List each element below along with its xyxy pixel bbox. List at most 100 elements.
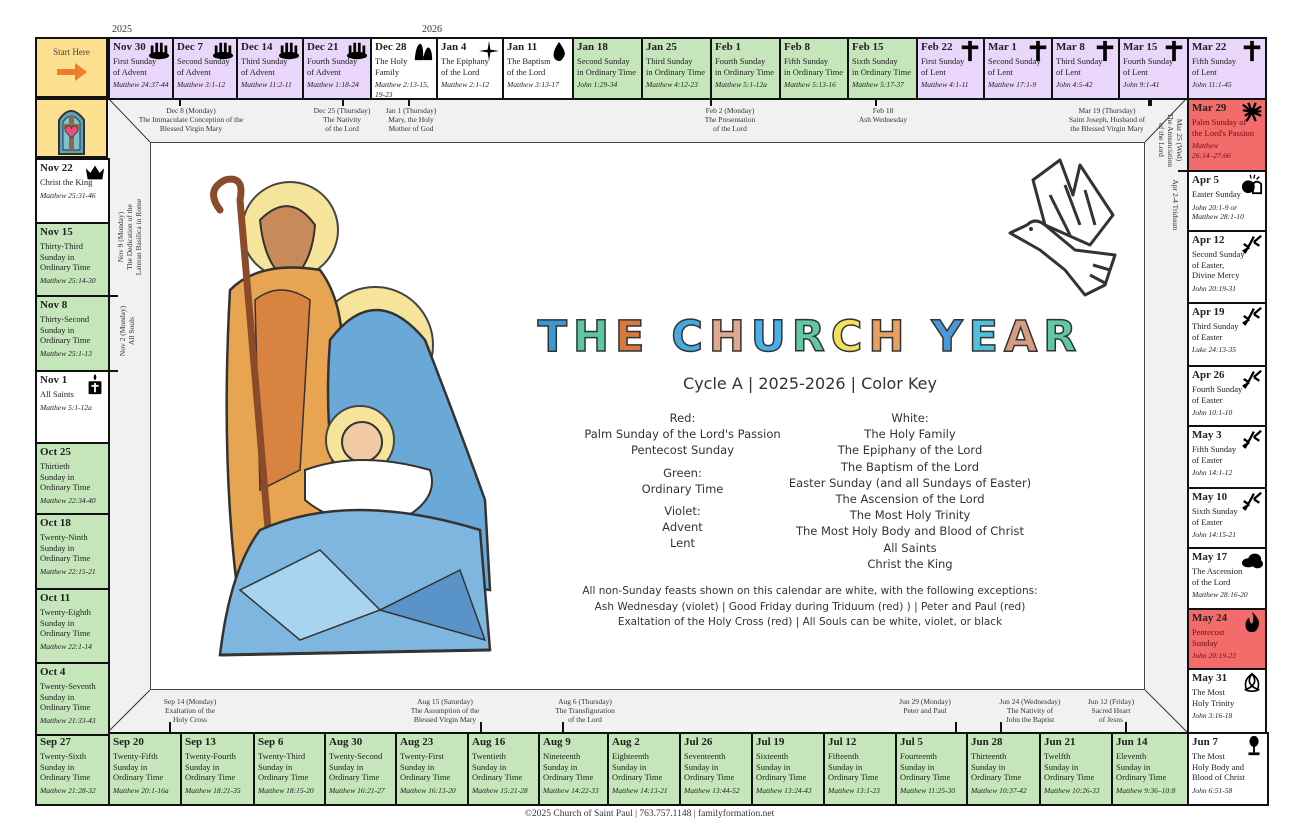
cell-date: Jan 11 [507,41,538,53]
calendar-cell: Jul 12 Fifteenth Sunday in Ordinary Time M… [823,732,897,806]
cell-date: Apr 19 [1192,306,1225,318]
calendar-cell: Aug 23 Twenty-First Sunday in Ordinary Ti… [395,732,469,806]
cell-date: Oct 4 [40,666,66,678]
cell-date: Mar 29 [1192,102,1227,114]
cell-date: Aug 23 [400,736,434,748]
title-letter: H [868,311,911,363]
cell-reading: Matthew 3:13-17 [507,80,559,89]
calendar-cell: Oct 18 Twenty-Ninth Sunday in Ordinary Ti… [35,513,110,590]
cell-title: Fourth Sunday of Advent [307,56,358,77]
title-letter [910,312,931,362]
cell-title: Second Sunday of Advent [177,56,230,77]
cell-reading: Matthew 21:33-43 [40,715,96,725]
advent-wreath-icon [212,42,234,60]
calendar-cell: May 3 Fifth Sunday of Easter John 14:1-12 [1187,425,1267,489]
palm-icon [1242,102,1262,122]
note-line: Ash Wednesday (violet) | Good Friday dur… [594,600,1026,613]
page-title: THE CHURCH YEAR [500,311,1120,363]
cell-date: Dec 21 [307,41,339,53]
cell-title: Third Sunday in Ordinary Time [646,56,706,77]
cell-title: Fourteenth Sunday in Ordinary Time [900,751,951,782]
cell-date: Jan 25 [646,41,677,53]
cell-date: Aug 16 [472,736,506,748]
cell-date: May 31 [1192,672,1228,684]
calendar-cell: Jan 25 Third Sunday in Ordinary Time Matth… [641,37,712,100]
title-letter: A [1003,311,1044,363]
cell-title: Second Sunday in Ordinary Time [577,56,637,77]
cell-date: Apr 12 [1192,234,1225,246]
cell-title: Third Sunday of Easter [1192,321,1239,342]
cell-reading: Matthew 22:1-14 [40,641,92,651]
calendar-cell: Apr 5 Easter Sunday John 20:1-9 or Matthew… [1187,170,1267,232]
color-key-item: All Saints [883,540,937,555]
calendar-cell: Jul 5 Fourteenth Sunday in Ordinary Time M… [895,732,968,806]
feast-annotation: Nov 9 (Monday) The Dedication of the Lat… [116,198,143,276]
cell-date: Jul 26 [684,736,713,748]
calendar-cell: Aug 2 Eighteenth Sunday in Ordinary Time M… [607,732,681,806]
cell-reading: Matthew 18:21-35 [185,785,241,795]
cell-title: The Epiphany of the Lord [441,56,489,77]
cell-title: Nineteenth Sunday in Ordinary Time [543,751,594,782]
cell-date: Sep 27 [40,736,71,748]
calendar-cell: Apr 12 Second Sunday of Easter, Divine Me… [1187,230,1267,304]
calendar-cell: Sep 6 Twenty-Third Sunday in Ordinary Tim… [253,732,326,806]
cell-reading: John 6:51-58 [1192,785,1233,795]
cell-date: Jan 18 [577,41,608,53]
cell-title: Seventeenth Sunday in Ordinary Time [684,751,735,782]
cell-title: First Sunday of Lent [921,56,965,77]
cell-reading: John 20:19-23 [1192,651,1236,660]
cell-reading: John 3:16-18 [1192,711,1233,720]
feast-tick [179,98,181,106]
color-key-item: The Ascension of the Lord [835,492,985,507]
cell-reading: Matthew 11:25-30 [900,785,956,795]
year-label-2026: 2026 [422,24,442,35]
calendar-cell: Jul 19 Sixteenth Sunday in Ordinary Time M… [751,732,825,806]
cell-title: Second Sunday of Easter, Divine Mercy [1192,249,1245,280]
color-key-item: Easter Sunday (and all Sundays of Easter… [788,475,1032,490]
cell-reading: John 9:1-41 [1123,80,1160,89]
cell-reading: Matthew 13:24-43 [756,785,812,795]
holy-family-illustration [210,175,492,657]
calendar-cell: Oct 11 Twenty-Eighth Sunday in Ordinary T… [35,588,110,664]
cell-title: Pentecost Sunday [1192,627,1225,648]
cell-date: Nov 8 [40,299,68,311]
cell-title: Third Sunday of Lent [1056,56,1103,77]
cell-reading: Matthew 22:15-21 [40,566,96,576]
calendar-cell: Nov 15 Thirty-Third Sunday in Ordinary Ti… [35,222,110,297]
calendar-cell: Sep 27 Twenty-Sixth Sunday in Ordinary Ti… [35,732,110,806]
cell-reading: Matthew 25:31-46 [40,190,96,200]
calendar-cell: May 17 The Ascension of the Lord Matthew 2… [1187,547,1267,610]
calendar-cell: Mar 29 Palm Sunday of the Lord's Passion M… [1187,98,1267,172]
calendar-cell: May 10 Sixth Sunday of Easter John 14:15-2… [1187,487,1267,549]
calendar-cell: Dec 7 Second Sunday of Advent Matthew 3:1-… [172,37,238,100]
title-letter: C [671,311,709,363]
cross-icon [1029,40,1047,62]
feast-tick [480,722,482,732]
advent-wreath-icon [346,42,368,60]
cell-date: Sep 20 [113,736,144,748]
feast-annotation: Feb 2 (Monday) The Presentation of the L… [704,106,756,133]
cell-date: Dec 28 [375,41,407,53]
cell-reading: Matthew 4:1-11 [921,80,969,89]
feast-tick [875,98,877,106]
title-letter: T [537,311,573,363]
feast-tick [408,98,410,106]
cell-title: Fifth Sunday of Easter [1192,444,1237,465]
cell-date: Aug 2 [612,736,640,748]
feast-annotation: Dec 8 (Monday) The Immaculate Conception… [138,106,244,133]
cell-reading: Matthew 24:37-44 [113,80,169,89]
calendar-cell: Jan 11 The Baptism of the Lord Matthew 3:1… [502,37,574,100]
cell-title: Eighteenth Sunday in Ordinary Time [612,751,663,782]
cell-date: Feb 8 [784,41,810,53]
cell-reading: Matthew 14:22-33 [543,785,599,795]
calendar-cell: Jul 26 Seventeenth Sunday in Ordinary Tim… [679,732,753,806]
calendar-cell: Jun 14 Eleventh Sunday in Ordinary Time Ma… [1111,732,1189,806]
cell-date: Dec 14 [241,41,273,53]
cell-date: Mar 22 [1192,41,1227,53]
feast-annotation: Apr 2-4 Triduum [1171,179,1180,231]
calendar-cell: Aug 9 Nineteenth Sunday in Ordinary Time M… [538,732,609,806]
note-line: Exaltation of the Holy Cross (red) | All… [617,616,1003,628]
color-key-item: Lent [669,536,696,551]
calendar-cell: Apr 19 Third Sunday of Easter Luke 24:13-3… [1187,302,1267,367]
cell-date: Feb 1 [715,41,741,53]
